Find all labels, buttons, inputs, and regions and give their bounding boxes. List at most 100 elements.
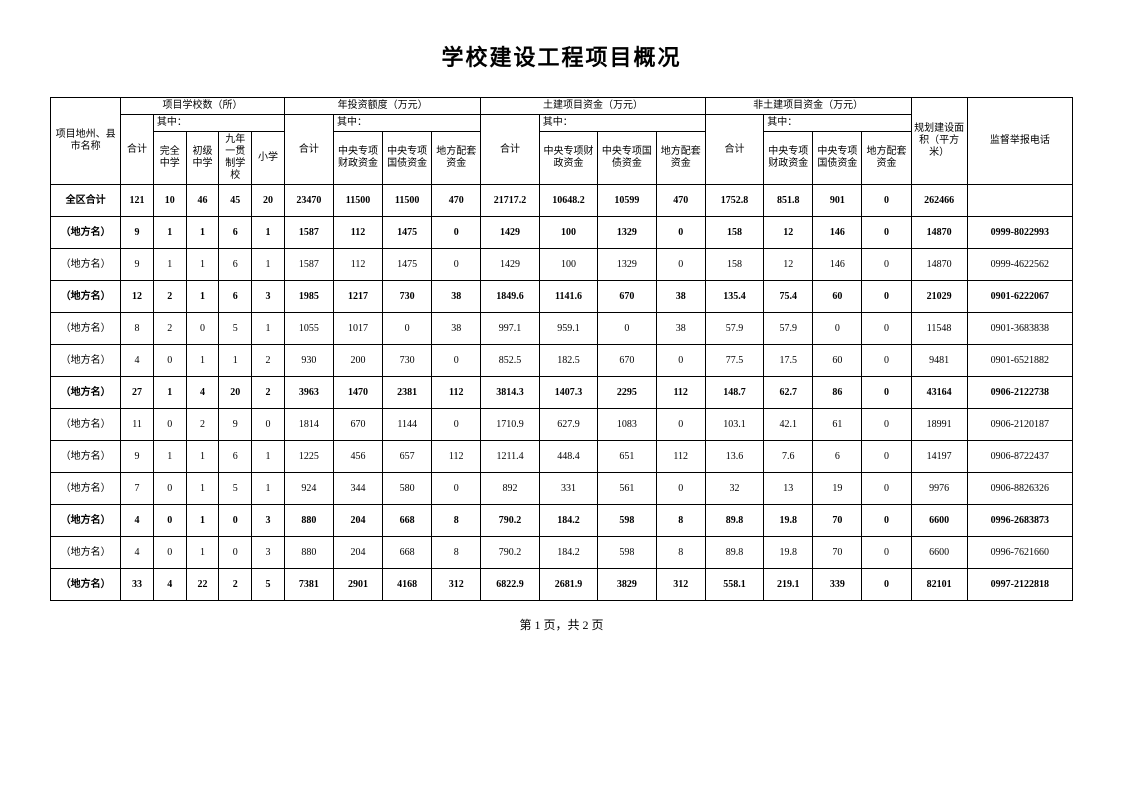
table-cell: （地方名） <box>51 217 121 249</box>
table-cell: 200 <box>333 345 382 377</box>
table-cell: 20 <box>219 377 252 409</box>
table-cell: 70 <box>813 537 862 569</box>
table-row: （地方名）8205110551017038997.1959.103857.957… <box>51 313 1073 345</box>
table-cell: 46 <box>186 185 219 217</box>
table-cell: 1 <box>252 441 285 473</box>
table-cell: 19 <box>813 473 862 505</box>
table-body: 全区合计1211046452023470115001150047021717.2… <box>51 185 1073 601</box>
table-cell: 344 <box>333 473 382 505</box>
table-cell: 135.4 <box>705 281 763 313</box>
header-land-group: 土建项目资金（万元） <box>481 98 705 115</box>
table-cell: 4168 <box>383 569 432 601</box>
table-header: 项目地州、县市名称 项目学校数（所） 年投资额度（万元） 土建项目资金（万元） … <box>51 98 1073 185</box>
table-cell: 45 <box>219 185 252 217</box>
header-nonland-bond: 中央专项国债资金 <box>813 132 862 185</box>
table-cell: 9976 <box>911 473 967 505</box>
table-cell: 1407.3 <box>539 377 597 409</box>
table-cell: 312 <box>432 569 481 601</box>
table-cell: 89.8 <box>705 537 763 569</box>
table-cell: 6822.9 <box>481 569 539 601</box>
table-cell: 9 <box>219 409 252 441</box>
table-cell: 670 <box>598 281 656 313</box>
table-cell: 1475 <box>383 217 432 249</box>
table-cell: 158 <box>705 249 763 281</box>
table-cell: 1752.8 <box>705 185 763 217</box>
table-cell: 75.4 <box>764 281 813 313</box>
table-cell: 790.2 <box>481 537 539 569</box>
table-cell: 2 <box>153 281 186 313</box>
table-cell: 892 <box>481 473 539 505</box>
table-cell: 0 <box>153 473 186 505</box>
table-cell: 1 <box>252 249 285 281</box>
table-cell: 262466 <box>911 185 967 217</box>
table-cell: （地方名） <box>51 473 121 505</box>
table-cell: 11548 <box>911 313 967 345</box>
table-cell <box>967 185 1072 217</box>
table-cell: 1 <box>186 281 219 313</box>
table-cell: （地方名） <box>51 345 121 377</box>
table-cell: 0906-8826326 <box>967 473 1072 505</box>
header-school-complete: 完全中学 <box>153 132 186 185</box>
table-cell: 651 <box>598 441 656 473</box>
table-cell: 0 <box>862 409 911 441</box>
header-school-nine: 九年一贯制学校 <box>219 132 252 185</box>
table-cell: 146 <box>813 249 862 281</box>
table-cell: 0 <box>862 569 911 601</box>
table-cell: 7 <box>121 473 154 505</box>
table-cell: 1 <box>153 377 186 409</box>
table-cell: 42.1 <box>764 409 813 441</box>
table-cell: 77.5 <box>705 345 763 377</box>
table-row: （地方名）70151924344580089233156103213190997… <box>51 473 1073 505</box>
table-cell: 2295 <box>598 377 656 409</box>
table-cell: 1 <box>186 537 219 569</box>
table-cell: 6600 <box>911 505 967 537</box>
table-cell: （地方名） <box>51 409 121 441</box>
table-cell: 1587 <box>284 249 333 281</box>
table-cell: 1985 <box>284 281 333 313</box>
table-cell: 38 <box>432 313 481 345</box>
table-cell: 851.8 <box>764 185 813 217</box>
table-cell: 6 <box>219 217 252 249</box>
table-cell: 5 <box>252 569 285 601</box>
table-cell: 959.1 <box>539 313 597 345</box>
table-cell: 0 <box>383 313 432 345</box>
table-cell: 204 <box>333 537 382 569</box>
table-cell: （地方名） <box>51 377 121 409</box>
table-cell: 20 <box>252 185 285 217</box>
table-cell: 470 <box>432 185 481 217</box>
table-cell: 9481 <box>911 345 967 377</box>
table-cell: 100 <box>539 217 597 249</box>
table-cell: 0 <box>656 345 705 377</box>
table-cell: 997.1 <box>481 313 539 345</box>
table-cell: 57.9 <box>705 313 763 345</box>
table-cell: 880 <box>284 537 333 569</box>
table-cell: 146 <box>813 217 862 249</box>
table-cell: （地方名） <box>51 537 121 569</box>
table-cell: 112 <box>432 441 481 473</box>
table-cell: 62.7 <box>764 377 813 409</box>
table-row: （地方名）91161158711214750142910013290158121… <box>51 217 1073 249</box>
table-cell: 32 <box>705 473 763 505</box>
table-cell: 1329 <box>598 249 656 281</box>
table-cell: 1217 <box>333 281 382 313</box>
table-row: （地方名）401038802046688790.2184.2598889.819… <box>51 537 1073 569</box>
table-cell: 57.9 <box>764 313 813 345</box>
table-cell: 4 <box>153 569 186 601</box>
table-cell: 924 <box>284 473 333 505</box>
table-cell: 561 <box>598 473 656 505</box>
table-cell: 61 <box>813 409 862 441</box>
table-row: （地方名）91161158711214750142910013290158121… <box>51 249 1073 281</box>
table-cell: 1 <box>153 441 186 473</box>
table-cell: 668 <box>383 537 432 569</box>
table-cell: 18991 <box>911 409 967 441</box>
table-cell: 0 <box>656 473 705 505</box>
table-cell: 112 <box>656 441 705 473</box>
header-nonland-sub: 其中： <box>764 115 911 132</box>
header-land-sub: 其中： <box>539 115 705 132</box>
table-cell: 331 <box>539 473 597 505</box>
table-cell: 1710.9 <box>481 409 539 441</box>
table-cell: 2 <box>219 569 252 601</box>
header-school-primary: 小学 <box>252 132 285 185</box>
header-nonland-local: 地方配套资金 <box>862 132 911 185</box>
table-cell: 730 <box>383 281 432 313</box>
